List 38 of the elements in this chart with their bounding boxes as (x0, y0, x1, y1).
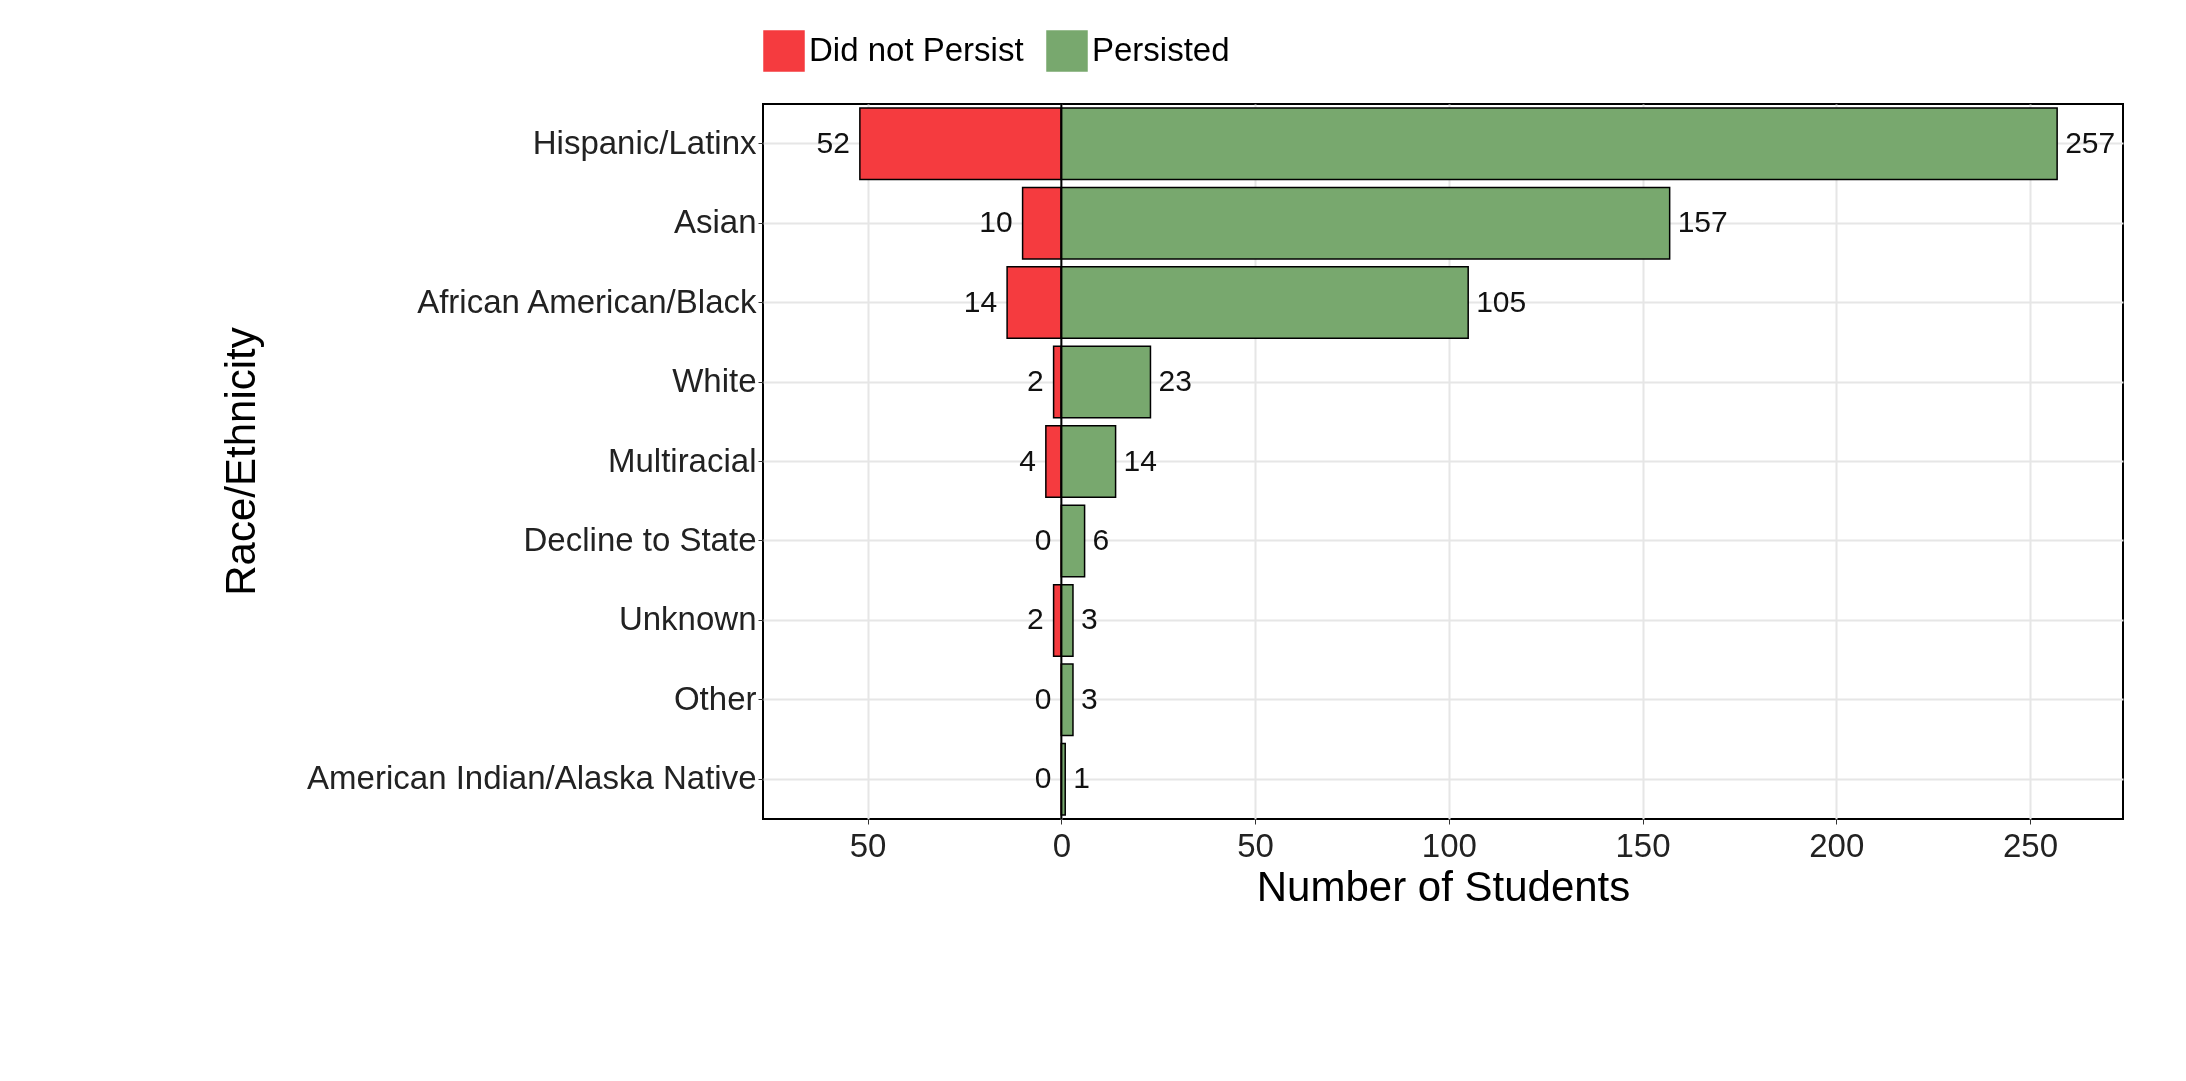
x-tick-label: 200 (1809, 826, 1865, 864)
data-label: 3 (1080, 681, 1098, 715)
x-tick-label: 150 (1615, 826, 1671, 864)
x-tick-label: 50 (1237, 826, 1274, 864)
y-tick-label: Hispanic/Latinx (532, 123, 757, 161)
data-label: 2 (1026, 364, 1044, 398)
data-label: 2 (1026, 602, 1044, 636)
legend-label: Persisted (1092, 31, 1230, 68)
data-label: 4 (1019, 443, 1036, 477)
data-label: 157 (1677, 205, 1728, 239)
data-label: 52 (816, 125, 850, 159)
data-label: 3 (1080, 602, 1098, 636)
y-tick-label: Asian (673, 203, 757, 241)
data-label: 10 (979, 205, 1013, 239)
y-tick-label: Unknown (618, 600, 757, 638)
data-label: 257 (2065, 125, 2116, 159)
x-tick-label: 0 (1052, 826, 1072, 864)
legend-label: Did not Persist (809, 31, 1024, 68)
y-axis-title: Race/Ethnicity (216, 327, 264, 596)
y-tick-label: American Indian/Alaska Native (307, 759, 757, 797)
x-tick-label: 250 (2002, 826, 2059, 864)
x-tick-label: 100 (1421, 826, 1477, 864)
y-tick-label: African American/Black (417, 282, 757, 320)
data-label: 0 (1034, 522, 1052, 556)
data-label: 23 (1158, 364, 1192, 398)
data-label: 1 (1073, 761, 1090, 795)
y-tick-label: White (672, 362, 757, 400)
data-label: 14 (963, 284, 998, 318)
x-axis-title: Number of Students (1256, 862, 1631, 910)
y-tick-label: Multiracial (607, 441, 757, 479)
data-label: 14 (1123, 443, 1157, 477)
y-tick-label: Other (673, 679, 757, 717)
x-tick-label: 50 (849, 826, 887, 864)
data-label: 6 (1092, 522, 1110, 556)
data-label: 0 (1034, 681, 1052, 715)
y-tick-label: Decline to State (523, 520, 757, 558)
data-label: 105 (1476, 284, 1527, 318)
data-label: 0 (1034, 761, 1052, 795)
